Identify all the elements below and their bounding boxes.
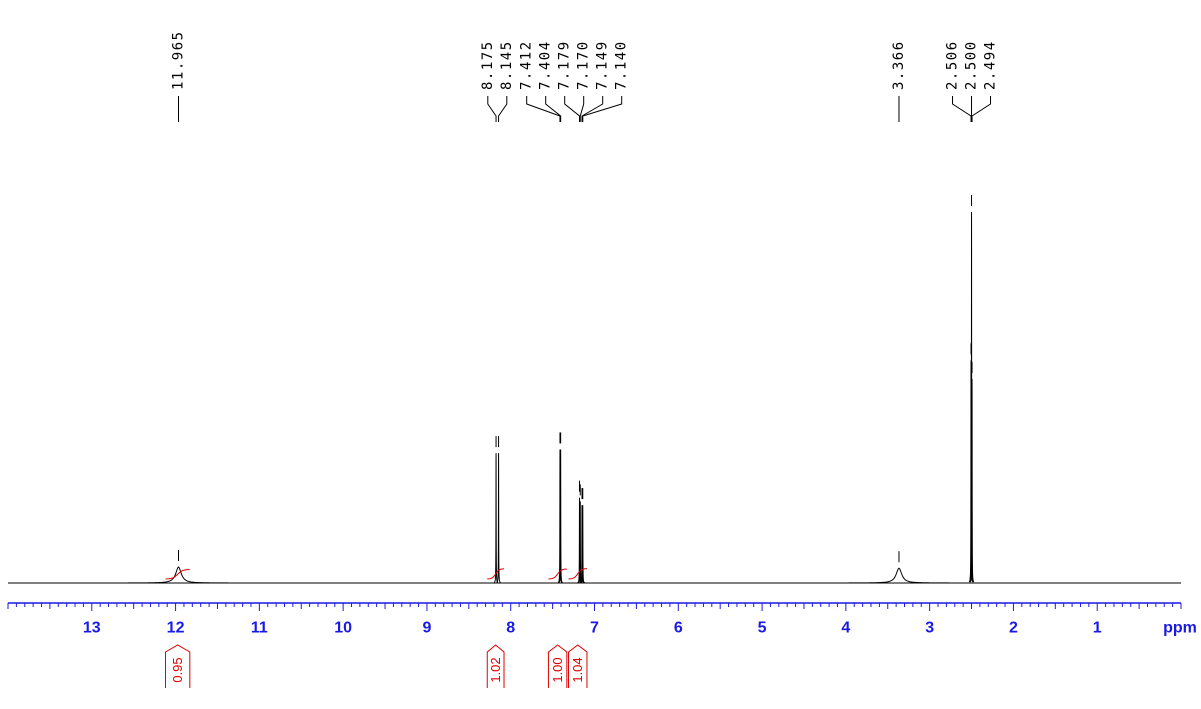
integral-label: 1.02 bbox=[488, 657, 503, 682]
peak-label: 7.412 bbox=[519, 40, 535, 90]
x-tick-label: 7 bbox=[590, 620, 599, 637]
integral-bracket bbox=[165, 644, 191, 688]
peak-label: 3.366 bbox=[891, 40, 907, 90]
x-tick-label: 13 bbox=[83, 620, 101, 637]
peak bbox=[969, 378, 975, 583]
integral-curve bbox=[548, 568, 567, 580]
peak-label: 2.494 bbox=[983, 40, 999, 90]
x-axis-label: ppm bbox=[1163, 620, 1197, 637]
integral-bracket bbox=[486, 644, 505, 688]
peak-leader bbox=[582, 96, 623, 122]
peak bbox=[557, 449, 563, 583]
peak-leader bbox=[952, 96, 972, 122]
peak-leader bbox=[579, 96, 585, 122]
x-tick-label: 2 bbox=[1009, 620, 1018, 637]
peak-label: 8.175 bbox=[480, 40, 496, 90]
peak-leader bbox=[581, 96, 604, 122]
peak-label: 7.179 bbox=[557, 40, 573, 90]
peak-label: 7.404 bbox=[538, 40, 554, 90]
x-tick-label: 6 bbox=[674, 620, 683, 637]
peak-leader bbox=[564, 96, 581, 122]
peak-label: 7.170 bbox=[576, 40, 592, 90]
x-tick-label: 11 bbox=[251, 620, 268, 637]
peak bbox=[848, 567, 950, 584]
integral-label: 1.00 bbox=[550, 657, 565, 682]
peak-leader bbox=[526, 96, 561, 122]
x-tick-label: 3 bbox=[925, 620, 934, 637]
peak-leader bbox=[545, 96, 562, 122]
peak bbox=[128, 566, 229, 584]
peak-label: 7.149 bbox=[595, 40, 611, 90]
integral-curve bbox=[165, 569, 190, 580]
x-tick-label: 1 bbox=[1093, 620, 1102, 637]
x-tick-label: 8 bbox=[506, 620, 515, 637]
peak-leader bbox=[487, 96, 497, 122]
peak-label: 2.500 bbox=[964, 40, 980, 90]
integral-bracket bbox=[568, 644, 588, 688]
peak-label: 2.506 bbox=[945, 40, 961, 90]
x-tick-label: 10 bbox=[334, 620, 352, 637]
peak bbox=[580, 505, 585, 584]
integral-label: 0.95 bbox=[170, 657, 185, 682]
peak-label: 7.140 bbox=[614, 40, 630, 90]
x-tick-label: 12 bbox=[167, 620, 185, 637]
x-tick-label: 4 bbox=[841, 620, 850, 637]
peak-label: 8.145 bbox=[499, 40, 515, 90]
peak bbox=[558, 449, 563, 583]
x-tick-label: 5 bbox=[758, 620, 767, 637]
peak bbox=[496, 453, 501, 583]
integral-curve bbox=[487, 568, 505, 580]
integral-label: 1.04 bbox=[570, 657, 585, 682]
peak-leader bbox=[971, 96, 992, 122]
peak-leader bbox=[498, 96, 508, 122]
peak-label: 11.965 bbox=[171, 30, 187, 90]
integral-bracket bbox=[547, 644, 568, 688]
x-tick-label: 9 bbox=[422, 620, 431, 637]
integral-curve bbox=[568, 568, 587, 580]
